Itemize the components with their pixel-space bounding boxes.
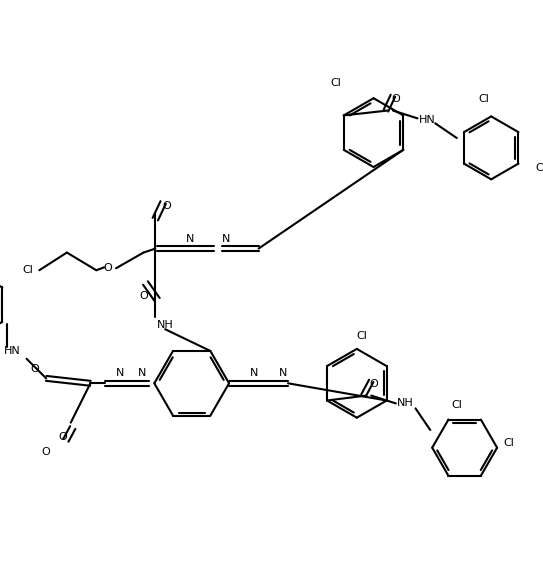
Text: O: O bbox=[370, 379, 378, 389]
Text: Cl: Cl bbox=[451, 401, 462, 410]
Text: HN: HN bbox=[419, 116, 435, 125]
Text: Cl: Cl bbox=[22, 265, 33, 275]
Text: O: O bbox=[104, 263, 112, 273]
Text: O: O bbox=[139, 291, 148, 301]
Text: N: N bbox=[279, 369, 287, 378]
Text: NH: NH bbox=[157, 320, 174, 330]
Text: N: N bbox=[222, 234, 230, 244]
Text: O: O bbox=[392, 94, 400, 104]
Text: O: O bbox=[163, 201, 172, 211]
Text: O: O bbox=[42, 447, 50, 457]
Text: Cl: Cl bbox=[503, 438, 514, 448]
Text: N: N bbox=[116, 369, 124, 378]
Text: O: O bbox=[30, 364, 39, 373]
Text: Cl: Cl bbox=[356, 331, 367, 341]
Text: Cl: Cl bbox=[331, 79, 342, 88]
Text: N: N bbox=[186, 234, 194, 244]
Text: O: O bbox=[59, 432, 67, 442]
Text: Cl: Cl bbox=[535, 163, 543, 172]
Text: NH: NH bbox=[397, 398, 414, 409]
Text: Cl: Cl bbox=[478, 94, 489, 104]
Text: N: N bbox=[138, 369, 147, 378]
Text: HN: HN bbox=[3, 346, 20, 356]
Text: N: N bbox=[249, 369, 258, 378]
